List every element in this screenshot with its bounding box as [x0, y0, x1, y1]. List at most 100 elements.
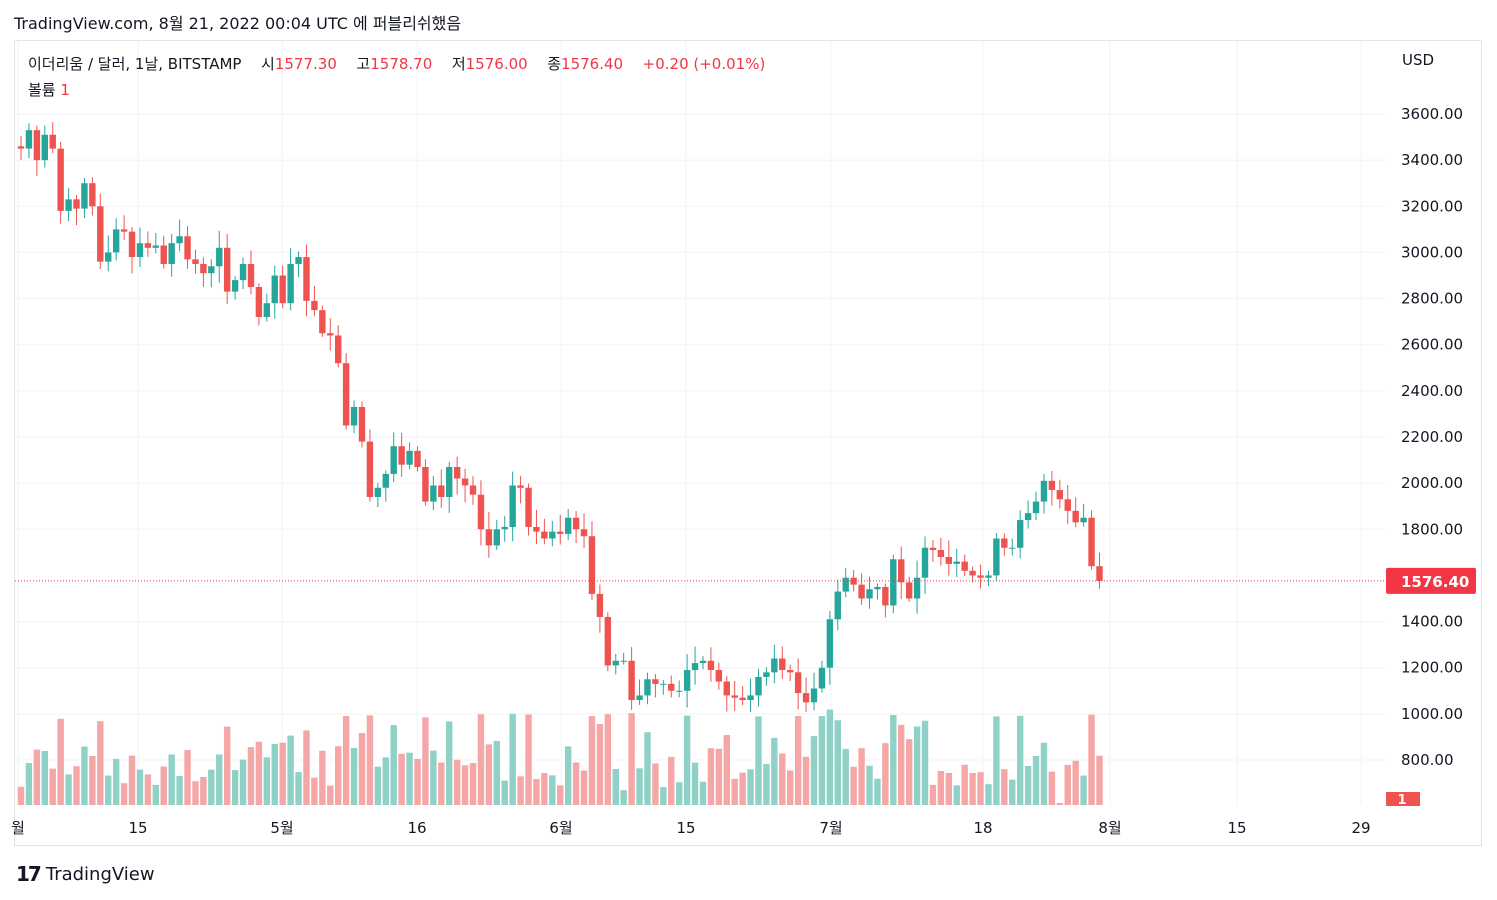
candle-body	[1072, 510, 1079, 523]
candle-body	[327, 333, 334, 336]
candle-body	[136, 243, 144, 258]
candle-body	[168, 243, 175, 264]
price-tick-label: 3000.00	[1401, 243, 1463, 261]
candle-body	[223, 247, 231, 292]
volume-bar	[723, 734, 730, 805]
candle-body	[105, 252, 112, 262]
chart-frame[interactable]	[14, 40, 1482, 846]
candle-body	[17, 146, 25, 149]
candle-body	[977, 575, 984, 578]
volume-bar	[406, 752, 413, 805]
price-tick-label: 2400.00	[1401, 382, 1463, 400]
volume-bar	[517, 776, 524, 805]
volume-bar	[160, 766, 167, 805]
candle-body	[953, 561, 960, 564]
candle-body	[430, 485, 437, 502]
candle-body	[636, 695, 643, 701]
volume-bar	[604, 714, 612, 805]
volume-bar	[1016, 715, 1024, 805]
volume-bar	[184, 749, 191, 805]
volume-bar	[612, 768, 619, 805]
volume-bar	[691, 762, 699, 805]
volume-bar	[874, 778, 881, 805]
time-tick-label: 5월	[270, 819, 293, 837]
candle-body	[1080, 517, 1087, 523]
volume-bar	[17, 786, 25, 805]
time-tick-label: 7월	[819, 819, 842, 837]
candle-body	[176, 236, 183, 244]
ohlc-legend: 이더리움 / 달러, 1날, BITSTAMP 시1577.30 고1578.7…	[28, 53, 765, 74]
volume-bar	[977, 772, 984, 805]
candle-body	[612, 660, 619, 666]
candle-body	[517, 485, 524, 488]
volume-bar	[223, 726, 231, 805]
volume-bar	[25, 763, 33, 805]
volume-bar	[485, 744, 493, 805]
candle-body	[453, 466, 461, 479]
candle-body	[668, 683, 675, 691]
volume-bar	[993, 716, 1000, 805]
volume-bar	[57, 718, 64, 805]
price-tick-label: 3600.00	[1401, 105, 1463, 123]
price-tick-label: 3200.00	[1401, 197, 1463, 215]
close-value: 1576.40	[561, 55, 624, 73]
volume-bar	[446, 721, 453, 805]
volume-bar	[501, 780, 508, 805]
candle-body	[358, 407, 366, 442]
candle-body	[874, 586, 881, 590]
candle-body	[1024, 513, 1032, 521]
volume-bar	[311, 777, 318, 805]
time-tick-label: 8월	[1098, 819, 1121, 837]
volume-bar	[374, 766, 382, 805]
volume-bar	[1009, 779, 1016, 805]
volume-bar	[818, 716, 826, 805]
volume-bar	[73, 766, 80, 805]
volume-bar	[898, 724, 905, 805]
volume-bar	[596, 723, 604, 805]
volume-bar	[826, 709, 834, 805]
volume-value: 1	[60, 81, 70, 99]
candle-body	[485, 529, 493, 546]
candle-body	[810, 688, 818, 703]
volume-bar	[985, 784, 992, 805]
tradingview-logo-icon: 17	[16, 862, 42, 886]
tradingview-logo[interactable]: 17 TradingView	[16, 862, 155, 886]
candle-body	[937, 550, 945, 557]
candle-body	[1040, 480, 1048, 502]
candle-body	[208, 266, 215, 274]
volume-bar	[707, 748, 715, 805]
volume-bar	[937, 771, 945, 805]
candle-body	[905, 582, 913, 599]
volume-bar	[747, 769, 754, 805]
candle-body	[263, 303, 271, 318]
volume-label[interactable]: 볼륨	[28, 81, 56, 99]
price-tick-label: 1200.00	[1401, 659, 1463, 677]
price-tick-label: 1800.00	[1401, 520, 1463, 538]
candle-body	[541, 531, 548, 539]
open-value: 1577.30	[274, 55, 337, 73]
volume-bar	[866, 765, 873, 805]
volume-bar	[890, 714, 897, 805]
volume-bar	[572, 762, 580, 805]
candle-body	[25, 130, 33, 149]
candle-body	[715, 670, 723, 682]
volume-bar	[469, 763, 477, 805]
volume-bar	[461, 765, 469, 805]
candle-body	[200, 263, 207, 274]
volume-bar	[105, 775, 112, 805]
volume-bar	[787, 770, 794, 805]
volume-bar	[850, 766, 857, 805]
time-tick-label: 29	[1351, 819, 1370, 837]
symbol-label[interactable]: 이더리움 / 달러, 1날, BITSTAMP	[28, 55, 242, 73]
last-price-badge	[1386, 567, 1476, 594]
volume-bar	[636, 768, 643, 805]
volume-bar	[541, 773, 548, 805]
candle-body	[73, 199, 80, 209]
candle-body	[1001, 538, 1008, 548]
axis-currency-label[interactable]: USD	[1402, 51, 1435, 69]
candle-body	[350, 407, 358, 426]
candle-body	[898, 559, 905, 583]
candle-body	[604, 616, 612, 666]
candle-body	[128, 231, 136, 258]
